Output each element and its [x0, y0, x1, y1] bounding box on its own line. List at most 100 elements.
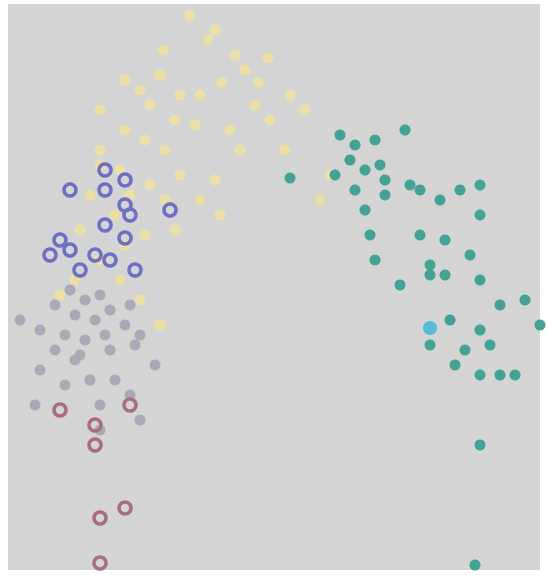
point-gray-6: [104, 304, 116, 316]
point-yellow-38: [139, 229, 151, 241]
point-yellow-14: [169, 114, 181, 126]
point-gray-0: [64, 284, 76, 296]
point-yellow-48: [174, 89, 186, 101]
point-gray-22: [84, 374, 96, 386]
series-yellow: [54, 9, 336, 331]
point-teal-15: [474, 179, 486, 191]
point-teal-16: [359, 204, 371, 216]
point-teal-18: [414, 229, 426, 241]
point-gray-18: [129, 339, 141, 351]
point-teal-19: [439, 234, 451, 246]
point-gray-2: [94, 289, 106, 301]
point-yellow-45: [154, 319, 166, 331]
point-yellow-23: [284, 89, 296, 101]
point-yellow-5: [239, 64, 251, 76]
point-yellow-9: [194, 89, 206, 101]
point-blue-12: [102, 252, 118, 268]
point-teal-24: [439, 269, 451, 281]
point-teal-12: [414, 184, 426, 196]
point-gray-20: [34, 364, 46, 376]
point-yellow-27: [209, 174, 221, 186]
point-gray-19: [149, 359, 161, 371]
point-gray-13: [119, 319, 131, 331]
point-gray-11: [79, 334, 91, 346]
point-gray-7: [124, 299, 136, 311]
point-teal-20: [474, 209, 486, 221]
point-yellow-32: [84, 189, 96, 201]
point-blue-7: [52, 232, 68, 248]
point-yellow-19: [159, 144, 171, 156]
point-gray-29: [69, 354, 81, 366]
point-gray-27: [134, 414, 146, 426]
point-gray-1: [79, 294, 91, 306]
point-blue-11: [87, 247, 103, 263]
point-yellow-3: [209, 24, 221, 36]
plot-panel-background: [8, 4, 540, 570]
point-teal-39: [474, 439, 486, 451]
point-teal-34: [484, 339, 496, 351]
point-red-5: [117, 500, 133, 516]
point-red-4: [92, 510, 108, 526]
point-teal-23: [424, 259, 436, 271]
point-gray-17: [104, 344, 116, 356]
point-blue-6: [162, 202, 178, 218]
point-teal-6: [374, 159, 386, 171]
point-gray-26: [94, 399, 106, 411]
point-teal-7: [329, 169, 341, 181]
point-blue-0: [62, 182, 78, 198]
series-blue: [42, 162, 178, 278]
point-teal-3: [399, 124, 411, 136]
point-red-3: [87, 437, 103, 453]
point-yellow-2: [157, 44, 169, 56]
point-gray-8: [14, 314, 26, 326]
point-yellow-15: [94, 104, 106, 116]
point-teal-33: [459, 344, 471, 356]
point-red-0: [52, 402, 68, 418]
point-gray-14: [134, 329, 146, 341]
point-gray-3: [49, 299, 61, 311]
point-yellow-18: [94, 144, 106, 156]
point-yellow-35: [194, 194, 206, 206]
point-teal-35: [449, 359, 461, 371]
point-teal-36: [474, 369, 486, 381]
point-teal-1: [349, 139, 361, 151]
point-yellow-46: [314, 194, 326, 206]
point-teal-14: [454, 184, 466, 196]
point-blue-9: [62, 242, 78, 258]
point-yellow-17: [139, 134, 151, 146]
point-yellow-36: [214, 209, 226, 221]
point-teal-41: [379, 174, 391, 186]
point-yellow-28: [174, 169, 186, 181]
series-gray: [14, 284, 161, 436]
point-blue-15: [97, 182, 113, 198]
point-yellow-21: [224, 124, 236, 136]
series-teal: [284, 124, 546, 571]
point-teal-22: [394, 279, 406, 291]
point-yellow-43: [54, 289, 66, 301]
point-teal-4: [344, 154, 356, 166]
point-teal-8: [284, 172, 296, 184]
point-gray-4: [69, 309, 81, 321]
point-yellow-16: [119, 124, 131, 136]
point-teal-42: [424, 269, 436, 281]
point-teal-28: [519, 294, 531, 306]
point-teal-30: [444, 314, 456, 326]
point-teal-40: [469, 559, 481, 571]
point-yellow-13: [144, 99, 156, 111]
point-red-6: [92, 555, 108, 571]
point-gray-15: [49, 344, 61, 356]
point-cyan-0: [423, 321, 437, 335]
point-teal-5: [359, 164, 371, 176]
point-red-1: [87, 417, 103, 433]
point-yellow-12: [119, 74, 131, 86]
point-yellow-26: [234, 144, 246, 156]
point-yellow-22: [264, 114, 276, 126]
point-yellow-25: [279, 144, 291, 156]
point-yellow-4: [229, 49, 241, 61]
point-yellow-49: [249, 99, 261, 111]
point-teal-31: [474, 324, 486, 336]
point-yellow-50: [109, 209, 121, 221]
point-yellow-24: [299, 104, 311, 116]
